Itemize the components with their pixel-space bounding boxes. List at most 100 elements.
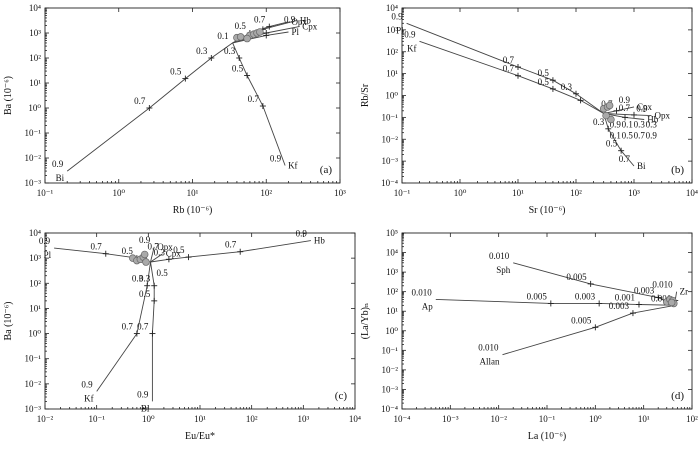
fraction-label: 0.5	[170, 67, 182, 77]
sample-point	[142, 258, 150, 266]
mineral-label-bi: Bi	[56, 173, 65, 183]
y-tick-label-c: 10³	[29, 253, 41, 263]
x-axis-label-d: La (10⁻⁶)	[528, 431, 566, 442]
panel-label-b: (b)	[671, 164, 684, 176]
x-tick-label-d: 10⁻⁴	[394, 414, 411, 424]
x-tick-label-a: 10⁻¹	[37, 188, 54, 198]
fraction-label: 0.5	[173, 245, 185, 255]
sample-point	[607, 115, 615, 124]
mineral-label-opx: Opx	[291, 17, 307, 27]
y-tick-label-b: 10⁻²	[382, 134, 399, 144]
fraction-label: 0.7	[122, 322, 134, 332]
mineral-label-kf: Kf	[407, 43, 417, 53]
mineral-label-hb: Hb	[300, 15, 311, 25]
x-tick-label-b: 10¹	[512, 188, 524, 198]
y-tick-label-b: 10⁴	[386, 3, 398, 13]
plot-frame-d	[401, 232, 693, 410]
fraction-label: 0.9	[81, 379, 93, 389]
mineral-label-sph: Sph	[496, 265, 511, 275]
fraction-label: 0.5	[139, 289, 151, 299]
mineral-label-bi: Bi	[637, 161, 646, 171]
y-tick-label-c: 10⁰	[28, 329, 41, 339]
mineral-label-opx: Opx	[157, 242, 173, 252]
y-tick-label-a: 10¹	[29, 78, 41, 88]
y-axis-label-a: Ba (10⁻⁶)	[3, 76, 14, 115]
y-axis-label-b: Rb/Sr	[360, 83, 371, 107]
y-tick-label-a: 10³	[29, 28, 41, 38]
y-tick-label-a: 10⁻¹	[25, 128, 42, 138]
y-tick-label-d: 10⁰	[385, 326, 398, 336]
x-tick-label-d: 10⁻³	[442, 414, 459, 424]
fraction-label: 0.005	[527, 291, 548, 301]
mineral-label-opx: Opx	[654, 111, 670, 121]
fraction-label: 0.5	[156, 268, 168, 278]
x-tick-label-d: 10¹	[638, 414, 650, 424]
fraction-label: 0.9	[404, 29, 416, 39]
mineral-label-bi: Bi	[141, 403, 150, 413]
x-tick-label-a: 10³	[334, 188, 346, 198]
fraction-label: 0.005	[571, 315, 592, 325]
fraction-label: 0.5	[538, 77, 550, 87]
panel-label-a: (a)	[320, 164, 333, 176]
fraction-label: 0.7	[225, 240, 237, 250]
fraction-label: 0.7	[134, 96, 146, 106]
x-tick-label-d: 10⁻¹	[539, 414, 556, 424]
fraction-label: 0.9	[137, 389, 149, 399]
sample-point	[605, 101, 614, 110]
curve-c-kf	[96, 261, 151, 392]
x-axis-label-a: Rb (10⁻⁶)	[173, 205, 213, 216]
fraction-label: 0.7	[147, 242, 159, 252]
y-axis-label-c: Ba (10⁻⁶)	[3, 301, 14, 340]
y-tick-label-a: 10⁴	[29, 3, 41, 13]
mineral-label-pl: Pl	[291, 27, 299, 37]
y-tick-label-d: 10²	[386, 287, 398, 297]
y-tick-label-a: 10²	[29, 53, 41, 63]
fraction-label: 0.3	[139, 274, 151, 284]
y-tick-label-b: 10⁻¹	[382, 112, 399, 122]
x-tick-label-c: 10¹	[194, 414, 206, 424]
fraction-label: 0.010	[412, 287, 433, 297]
y-tick-label-b: 10⁻⁴	[381, 178, 398, 188]
mineral-label-cpx: Cpx	[166, 249, 182, 259]
fraction-label: 0.010	[489, 251, 510, 261]
x-tick-label-c: 10²	[246, 414, 258, 424]
fraction-label: 0.7	[503, 55, 515, 65]
fraction-label: 0.3	[154, 247, 166, 257]
fraction-label: 0.9	[619, 95, 631, 105]
fraction-label: 0.9	[39, 236, 51, 246]
y-tick-label-c: 10⁻¹	[25, 354, 42, 364]
fraction-label: 0.5	[122, 246, 134, 256]
fraction-label: 0.003	[609, 301, 630, 311]
x-tick-label-c: 10⁻²	[37, 414, 54, 424]
mineral-label-ap: Ap	[422, 301, 433, 311]
x-axis-label-c: Eu/Eu*	[185, 431, 215, 442]
fraction-label: 0.001	[651, 293, 671, 303]
fraction-label: 0.9	[646, 131, 658, 141]
sample-point	[140, 250, 149, 259]
fraction-label: 0.9	[139, 235, 151, 245]
y-tick-label-d: 10³	[386, 267, 398, 277]
x-tick-label-d: 10⁻²	[490, 414, 507, 424]
x-tick-label-c: 10⁻¹	[88, 414, 105, 424]
y-tick-label-a: 10⁰	[28, 103, 41, 113]
y-tick-label-a: 10⁻³	[25, 178, 42, 188]
fraction-label: 0.7	[248, 94, 260, 104]
fraction-label: 0.9	[636, 104, 648, 114]
panel-label-c: (c)	[335, 390, 348, 402]
fraction-label: 0.9	[391, 11, 403, 21]
fraction-label: 0.001	[615, 293, 635, 303]
mineral-label-allan: Allan	[479, 357, 499, 367]
fraction-label: 0.7	[137, 322, 149, 332]
x-tick-label-c: 10³	[297, 414, 309, 424]
fraction-label: 0.9	[610, 120, 622, 130]
fraction-label: 0.010	[478, 343, 499, 353]
curve-a-kf	[232, 42, 286, 166]
x-tick-label-b: 10⁰	[454, 188, 467, 198]
fraction-label: 0.3	[132, 274, 144, 284]
sample-point	[243, 34, 251, 43]
mineral-label-cpx: Cpx	[302, 22, 318, 32]
sample-point	[667, 298, 676, 307]
x-tick-label-d: 10⁰	[589, 414, 602, 424]
y-tick-label-c: 10⁴	[29, 228, 41, 238]
